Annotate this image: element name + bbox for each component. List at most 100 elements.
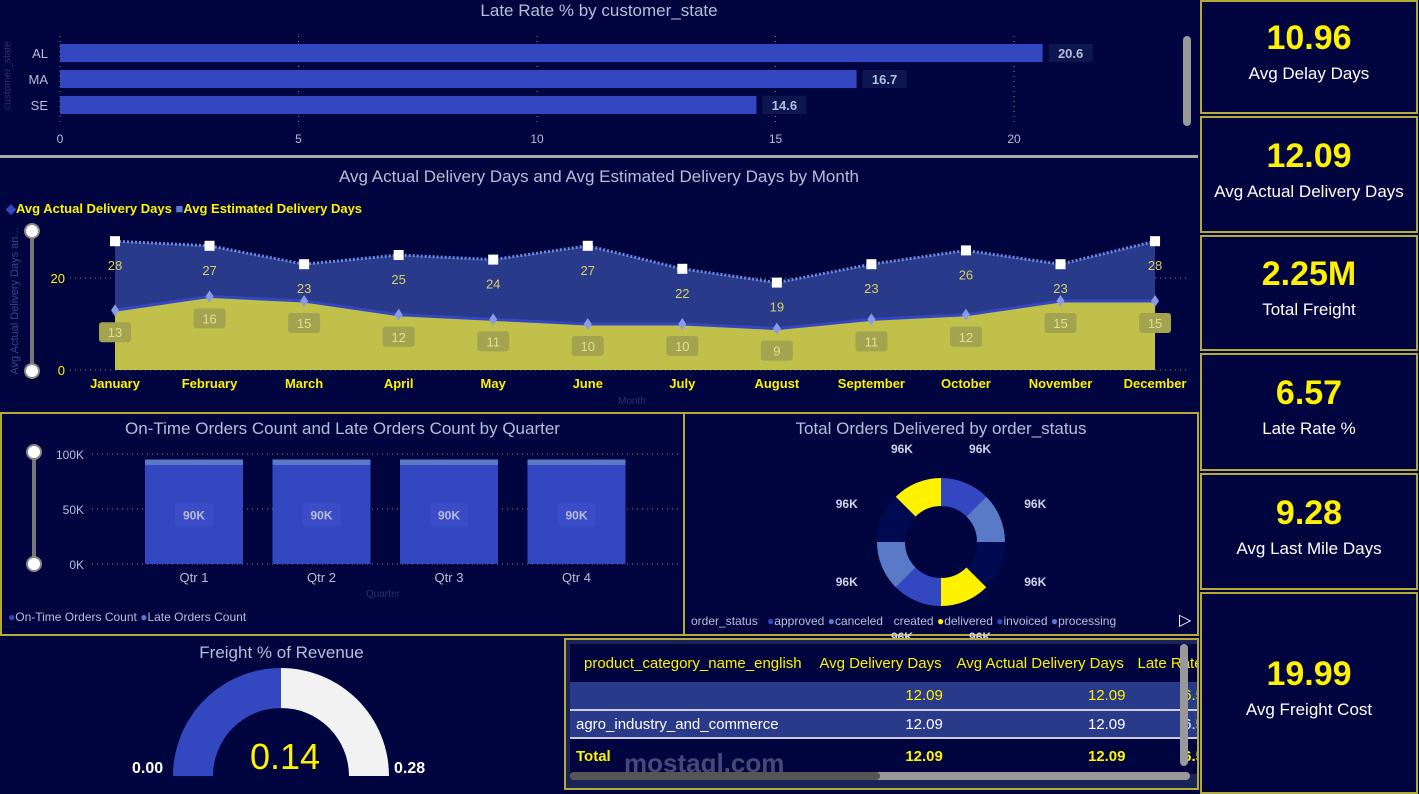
month-label: March (285, 376, 323, 391)
bar-plot: 0K 50K 100K 90K Qtr 1 90K Qtr 2 90K Qtr 3 90K Qtr … (56, 448, 682, 585)
kpi-value: 12.09 (1266, 136, 1352, 175)
data-label: 23 (864, 281, 878, 296)
estimated-marker (771, 277, 782, 288)
gauge-value: 0.14 (250, 736, 321, 777)
data-label: 24 (486, 277, 500, 292)
month-label: February (182, 376, 238, 391)
gauge-max: 0.28 (394, 760, 426, 777)
kpi-value: 10.96 (1266, 19, 1352, 57)
category-label: Qtr 1 (180, 570, 209, 585)
legend-next-button[interactable]: ▷ (1179, 612, 1192, 629)
data-label: 14.6 (772, 98, 797, 113)
estimated-marker (960, 245, 971, 256)
column-header[interactable]: Avg Actual Delivery Days (956, 654, 1124, 672)
kpi-label: Total Freight (1262, 300, 1356, 319)
data-label: 96K (1024, 497, 1046, 511)
data-label: 15 (297, 316, 311, 331)
data-label-bg (862, 70, 907, 88)
horizontal-scrollbar[interactable] (570, 772, 1190, 780)
scrollbar[interactable] (1183, 36, 1191, 126)
data-label-bg (557, 503, 596, 526)
donut-segment (877, 542, 916, 588)
bar (60, 70, 857, 88)
tick-label: 0 (57, 132, 64, 146)
data-label: 27 (581, 263, 595, 278)
kpi-value: 19.99 (1266, 655, 1352, 693)
donut-segment (877, 496, 916, 542)
data-label-bg (760, 340, 793, 361)
data-label: 10 (581, 339, 595, 354)
data-label: 16.7 (872, 72, 897, 87)
tick-label: 100K (56, 448, 84, 462)
column-header[interactable]: Avg Delivery Days (819, 654, 942, 672)
tick-label: 50K (63, 503, 84, 517)
data-label: 20.6 (1058, 46, 1083, 61)
axis-label: Quarter (366, 589, 400, 600)
data-label: 12 (391, 330, 405, 345)
y-range-slider[interactable] (26, 444, 42, 572)
month-label: September (838, 376, 905, 391)
category-label: MA (29, 72, 49, 87)
data-label-bg (1139, 313, 1172, 333)
order-status-chart: Total Orders Delivered by order_status 9… (685, 412, 1199, 644)
kpi-value: 2.25M (1261, 255, 1357, 293)
kpi-card: 2.25M Total Freight (1200, 235, 1418, 351)
data-label: 90K (183, 509, 205, 523)
actual-marker (111, 304, 119, 317)
estimated-line (114, 239, 1156, 285)
y-range-slider[interactable] (24, 223, 40, 379)
kpi-card: 9.28 Avg Last Mile Days (1200, 473, 1418, 590)
kpi-value: 6.57 (1275, 374, 1343, 412)
month-label: April (384, 376, 414, 391)
legend: ◆Avg Actual Delivery Days ■Avg Estimated… (6, 201, 363, 216)
tick-label: 20 (1007, 132, 1021, 146)
data-label-bg (288, 313, 321, 333)
tick-label: 5 (295, 132, 302, 146)
chart-title: On-Time Orders Count and Late Orders Cou… (125, 419, 560, 438)
data-label: 90K (565, 509, 587, 523)
donut-segment (966, 542, 1005, 588)
data-label: 16 (202, 311, 216, 326)
axis-label: Month (618, 396, 646, 407)
column-header[interactable]: product_category_name_english (584, 654, 802, 672)
actual-marker (394, 308, 403, 321)
gauge-remaining (281, 668, 389, 776)
data-label: 19 (770, 300, 784, 315)
actual-marker (1151, 295, 1160, 307)
data-label: 23 (297, 281, 311, 296)
kpi-card: 19.99 Avg Freight Cost (1200, 592, 1418, 794)
month-label: June (573, 376, 603, 391)
actual-marker (961, 308, 970, 321)
data-label: 90K (438, 509, 460, 523)
donut-segment (941, 478, 987, 517)
late-bar (527, 459, 626, 465)
actual-marker (583, 318, 592, 330)
data-label: 96K (969, 442, 991, 456)
kpi-label: Late Rate % (1262, 419, 1356, 438)
data-label: 13 (108, 325, 122, 340)
data-label-bg (193, 308, 226, 329)
data-label: 23 (1053, 281, 1067, 296)
kpi-value: 9.28 (1275, 493, 1343, 532)
data-label: 96K (1024, 575, 1046, 589)
kpi-label: Avg Last Mile Days (1236, 538, 1382, 558)
vertical-scrollbar[interactable] (1180, 644, 1188, 766)
estimated-marker (299, 259, 310, 270)
late-bar (272, 459, 371, 465)
data-label: 96K (836, 575, 858, 589)
square-icon: ■ (175, 201, 184, 216)
data-label-bg (1044, 313, 1077, 333)
donut-segment (966, 496, 1005, 542)
column-header[interactable]: Late Rate (1137, 654, 1199, 672)
data-label: 11 (486, 334, 500, 349)
estimated-marker (1150, 236, 1161, 247)
category-label: Qtr 2 (307, 570, 336, 585)
month-label: January (90, 376, 141, 391)
diamond-icon: ◆ (6, 201, 16, 216)
category-table: product_category_name_english Avg Delive… (564, 638, 1199, 790)
legend: order_status ●approved ●canceled ●create… (691, 614, 1117, 628)
area-plot: 0 20 28 13 January 27 16 February 23 15 March 25 12 A… (51, 236, 1190, 391)
data-label-bg (571, 336, 604, 356)
